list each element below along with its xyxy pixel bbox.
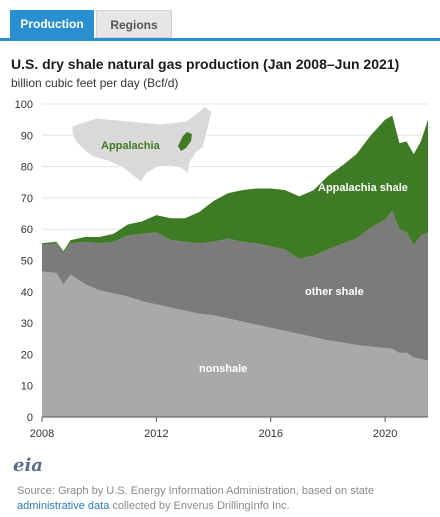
y-tick-label-80: 80 [21,162,33,174]
y-tick-label-30: 30 [21,318,33,330]
label-other-shale: other shale [305,286,364,298]
y-tick-label-0: 0 [27,412,33,424]
appalachia-region [178,132,192,151]
y-tick-label-50: 50 [21,256,33,268]
x-tick-label-2020: 2020 [373,428,397,440]
chart-title: U.S. dry shale natural gas production (J… [11,56,400,72]
stacked-areas [42,115,428,417]
inset-map-label: Appalachia [101,140,161,152]
y-tick-label-90: 90 [21,130,33,142]
tab-regions[interactable]: Regions [96,10,172,38]
source-note: Source: Graph by U.S. Energy Information… [17,485,375,512]
y-tick-label-10: 10 [21,381,33,393]
y-tick-label-70: 70 [21,193,33,205]
chart-panel [0,38,440,517]
administrative-data-link[interactable]: administrative data [17,500,110,512]
x-tick-label-2012: 2012 [144,428,168,440]
inset-map: Appalachia [71,105,213,183]
area-appalachia-shale [42,115,428,259]
axes: 0 10 20 30 40 50 60 70 80 90 100 2008 2012 2016 2020 [15,99,428,440]
tab-production[interactable]: Production [10,10,94,38]
x-tick-label-2016: 2016 [258,428,282,440]
area-other-shale [42,211,428,361]
us-map-outline [71,105,213,183]
chart-subtitle: billion cubic feet per day (Bcf/d) [11,76,179,90]
tab-bar: Production Regions [10,10,172,38]
area-nonshale [42,271,428,417]
y-tick-label-100: 100 [15,99,33,111]
label-appalachia-shale: Appalachia shale [318,182,408,194]
label-nonshale: nonshale [199,363,247,375]
y-tick-label-20: 20 [21,349,33,361]
y-tick-label-40: 40 [21,287,33,299]
x-tick-label-2008: 2008 [30,428,54,440]
eia-logo: eia [13,455,43,476]
y-tick-label-60: 60 [21,224,33,236]
